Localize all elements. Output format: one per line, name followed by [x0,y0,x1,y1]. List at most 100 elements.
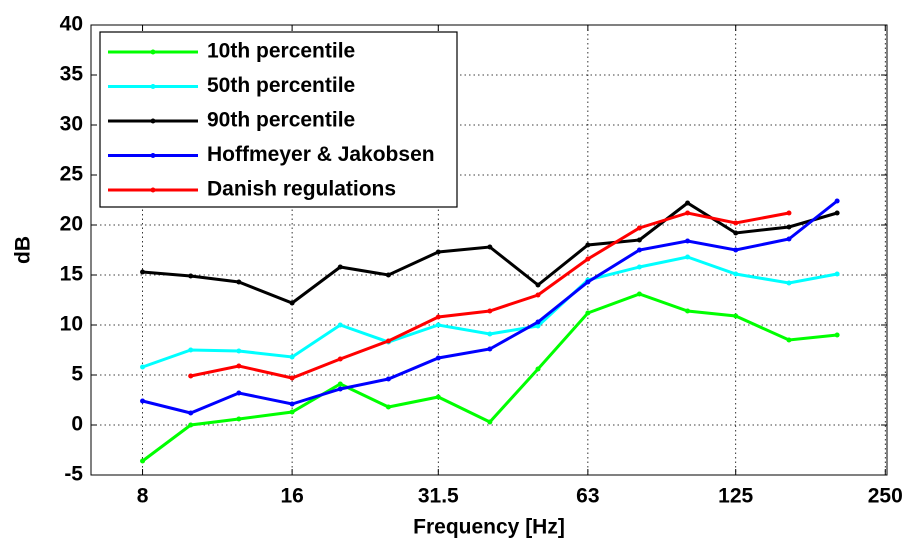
data-point [685,308,691,314]
data-point [636,247,642,253]
x-tick-label: 125 [718,485,753,508]
data-point [786,236,792,242]
data-point [188,373,194,379]
data-point [685,200,691,206]
data-point [289,375,295,381]
legend-label: 50th percentile [207,74,355,97]
y-tick-label: 25 [60,163,84,186]
data-point [435,394,441,400]
data-point [236,390,242,396]
data-point [535,323,541,329]
data-point [337,386,343,392]
data-point [140,364,146,370]
data-point [733,247,739,253]
data-point [834,198,840,204]
data-point [188,410,194,416]
data-point [385,376,391,382]
data-point [188,422,194,428]
data-point [786,280,792,286]
data-point [636,264,642,270]
legend-marker [150,118,156,124]
data-point [385,338,391,344]
data-point [487,244,493,250]
legend-label: 90th percentile [207,109,355,132]
y-tick-label: 30 [60,113,83,136]
data-point [289,300,295,306]
data-point [236,416,242,422]
y-axis-label: dB [12,236,35,264]
data-point [385,272,391,278]
data-point [636,237,642,243]
data-point [337,356,343,362]
data-point [585,242,591,248]
legend-marker [150,49,156,55]
data-point [685,238,691,244]
legend-label: 10th percentile [207,40,355,63]
data-point [435,355,441,361]
data-point [337,381,343,387]
data-point [435,249,441,255]
data-point [585,310,591,316]
x-tick-label: 16 [280,485,303,508]
y-tick-label: 35 [60,63,84,86]
data-point [289,401,295,407]
data-point [289,354,295,360]
data-point [236,279,242,285]
legend-label: Hoffmeyer & Jakobsen [207,143,435,166]
data-point [786,210,792,216]
data-point [733,271,739,277]
data-point [188,273,194,279]
data-point [236,363,242,369]
legend-marker [150,187,156,193]
data-point [535,366,541,372]
data-point [140,398,146,404]
data-point [487,419,493,425]
data-point [289,409,295,415]
data-point [834,271,840,277]
data-point [834,332,840,338]
data-point [535,282,541,288]
data-point [385,404,391,410]
data-point [585,279,591,285]
data-point [733,220,739,226]
data-point [188,347,194,353]
data-point [535,292,541,298]
x-tick-label: 250 [868,485,903,508]
data-point [636,291,642,297]
data-point [337,264,343,270]
data-point [337,322,343,328]
y-tick-label: 0 [71,413,83,436]
data-point [636,225,642,231]
data-point [140,458,146,464]
legend-marker [150,84,156,89]
y-tick-label: 40 [60,13,83,36]
data-point [487,331,493,337]
data-point [435,322,441,328]
data-point [834,210,840,216]
plot-frame [90,24,888,476]
y-tick-label: 10 [60,313,83,336]
data-point [786,224,792,230]
data-point [786,337,792,343]
data-point [733,230,739,236]
data-point [685,210,691,216]
data-point [435,314,441,320]
x-tick-label: 8 [137,485,149,508]
data-point [487,308,493,314]
data-point [733,313,739,319]
y-tick-label: -5 [64,463,83,486]
y-tick-label: 15 [60,263,84,286]
x-tick-label: 31.5 [418,485,459,508]
legend-label: Danish regulations [207,178,396,201]
x-tick-label: 63 [576,485,599,508]
y-tick-label: 5 [71,363,83,386]
data-point [685,254,691,260]
y-tick-label: 20 [60,213,83,236]
data-point [236,348,242,354]
x-axis-label: Frequency [Hz] [413,516,565,539]
legend-marker [150,153,156,158]
data-point [585,256,591,262]
data-point [535,319,541,325]
data-point [487,346,493,352]
